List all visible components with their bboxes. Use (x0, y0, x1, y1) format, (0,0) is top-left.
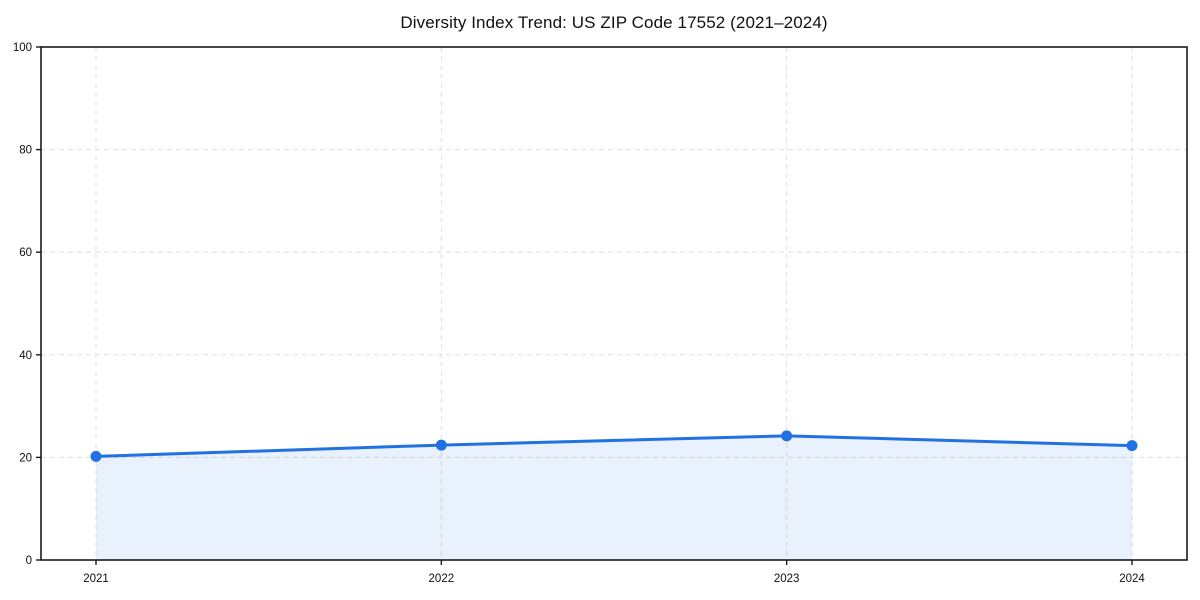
y-tick-label: 0 (26, 555, 32, 567)
chart-title: Diversity Index Trend: US ZIP Code 17552… (400, 13, 828, 32)
x-tick-label: 2022 (429, 573, 455, 585)
x-tick-label: 2023 (774, 573, 800, 585)
plot-border (40, 46, 1188, 561)
y-tick-label: 40 (19, 350, 32, 362)
data-point-2024 (1126, 440, 1138, 452)
y-tick-label: 80 (19, 145, 32, 157)
x-tick-label: 2021 (83, 573, 109, 585)
y-tick-label: 60 (19, 247, 32, 259)
area-fill (96, 435, 1132, 560)
data-point-2021 (90, 450, 102, 462)
y-tick-label: 20 (19, 452, 32, 464)
data-point-2023 (781, 430, 793, 442)
y-tick-label: 100 (13, 42, 32, 54)
data-point-2022 (435, 439, 447, 451)
x-tick-label: 2024 (1119, 573, 1145, 585)
trend-line (94, 434, 1134, 458)
